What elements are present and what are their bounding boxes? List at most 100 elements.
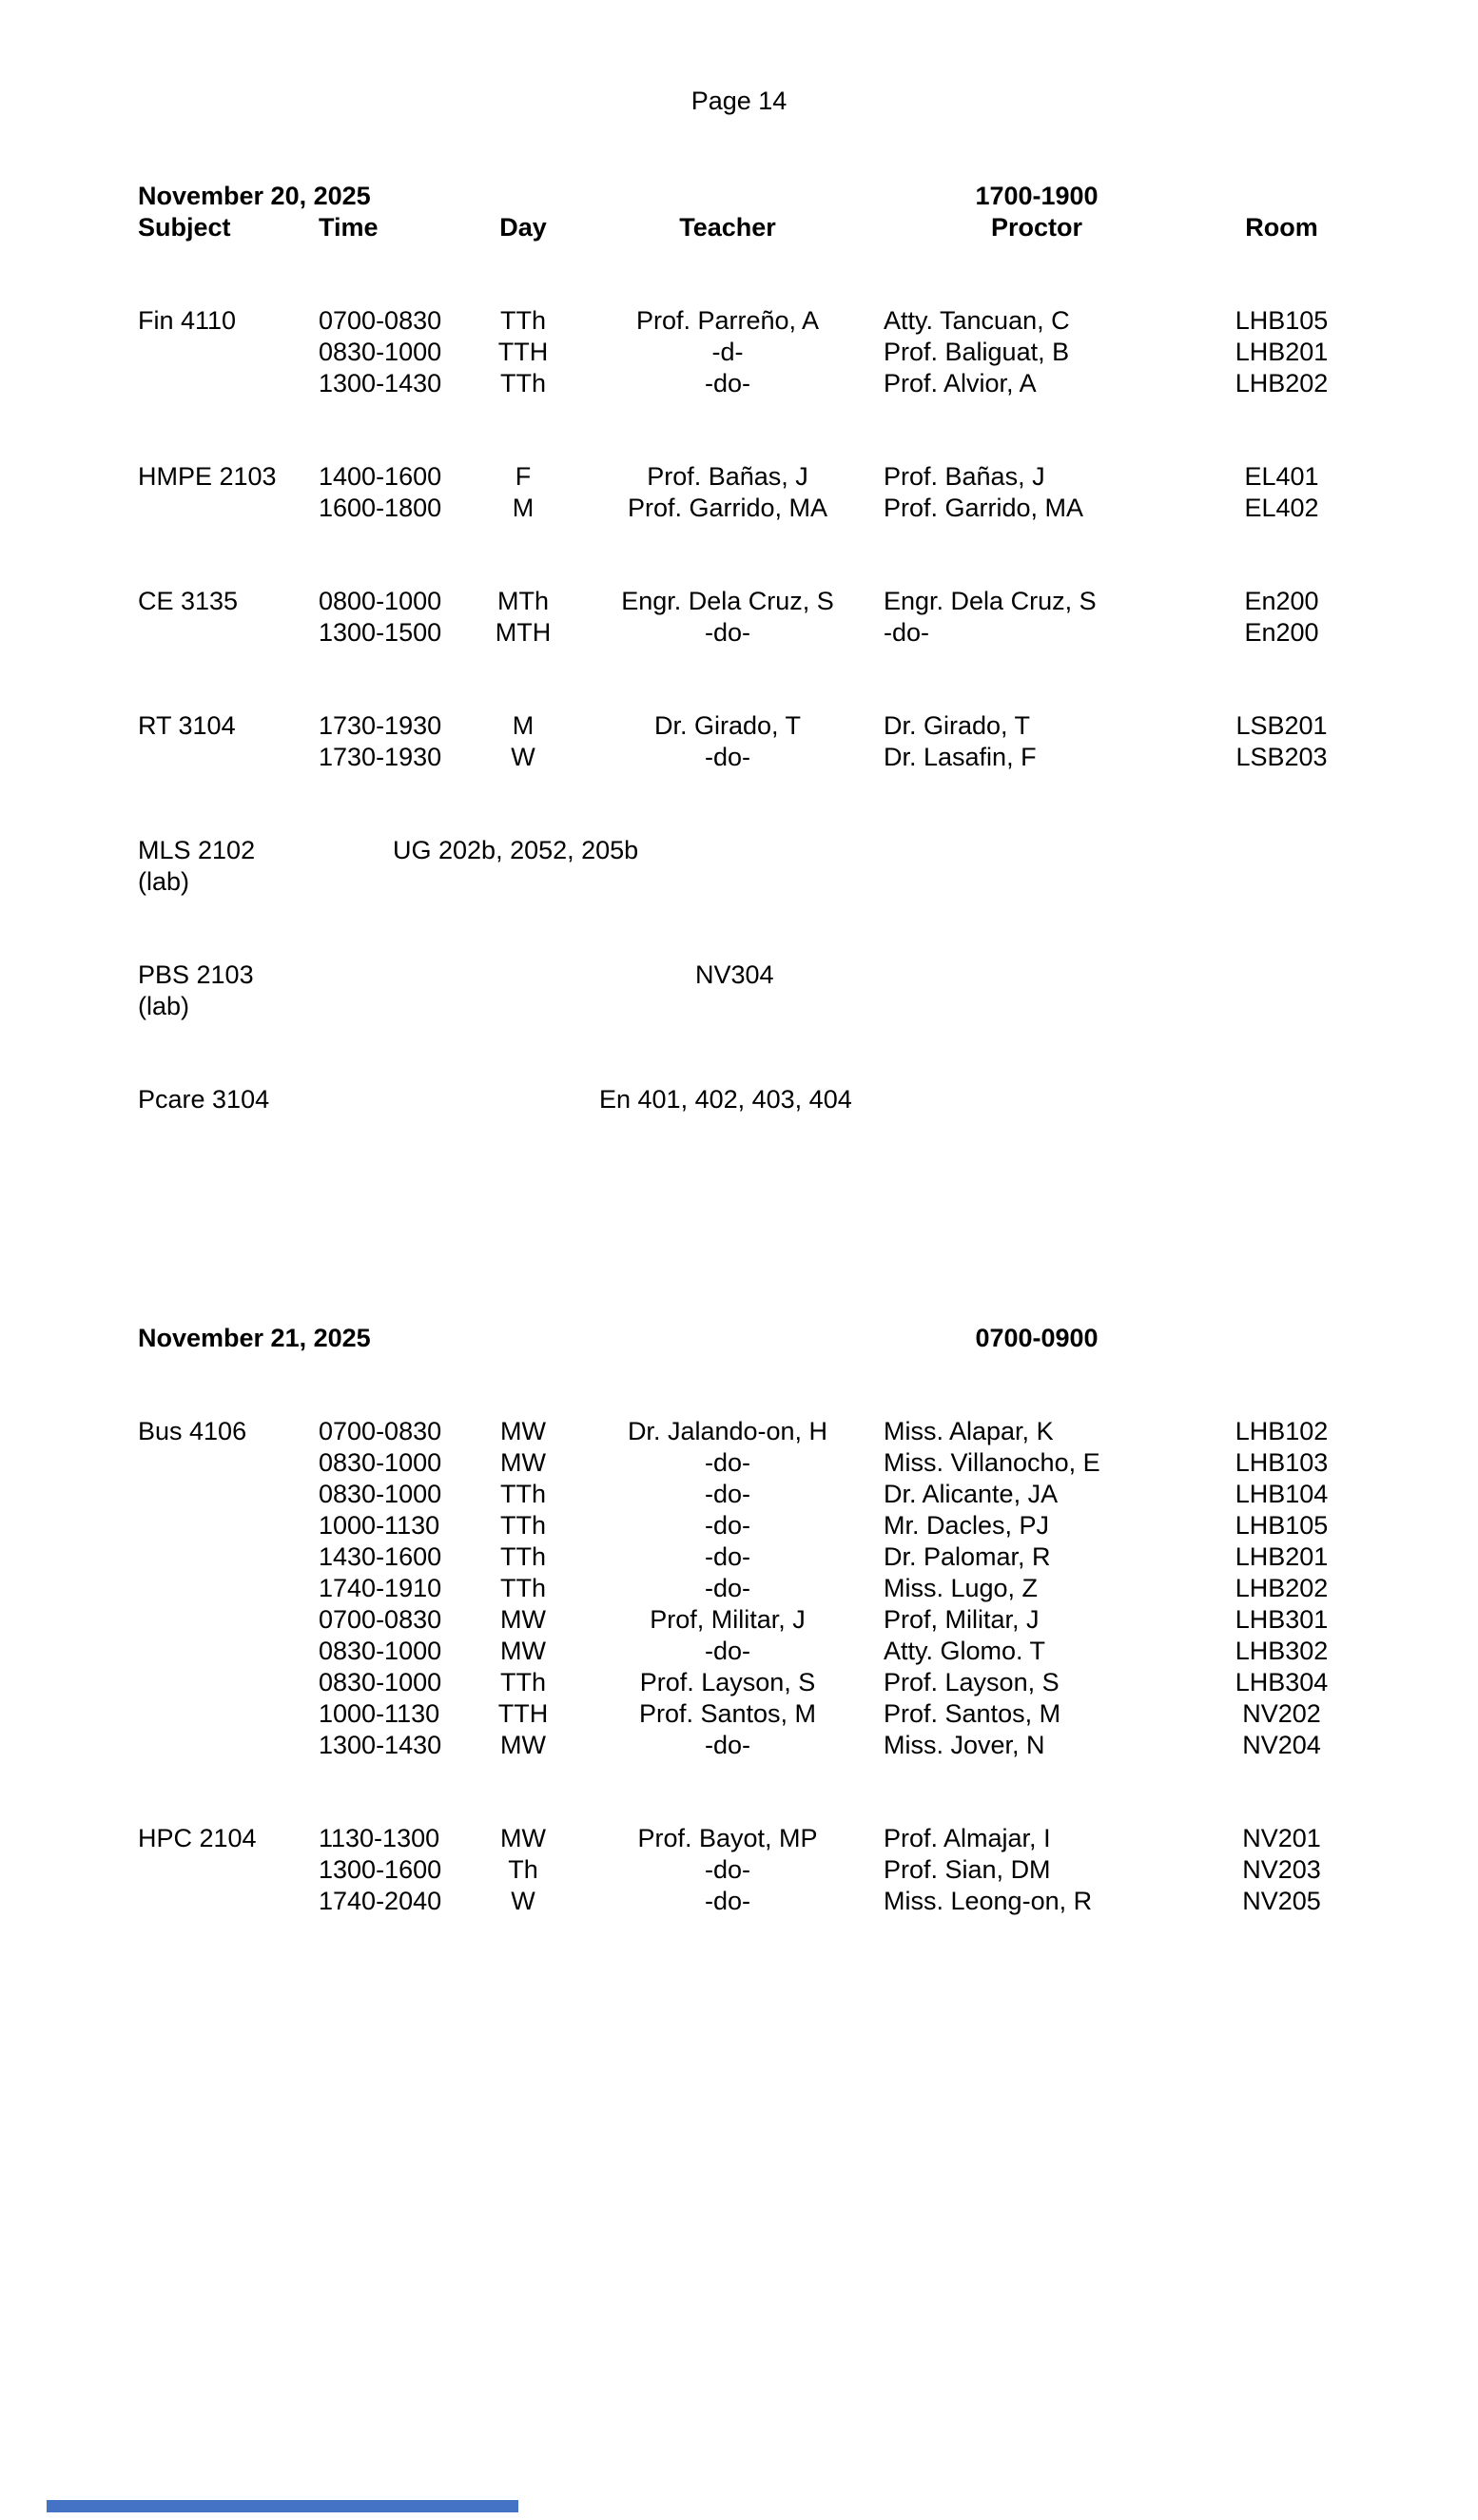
schedule-row: 0700-0830 MW Prof, Militar, J Prof, Militar… <box>0 1604 1478 1636</box>
schedule-row: 0830-1000 MW -do- Atty. Glomo. T LHB302 <box>0 1636 1478 1667</box>
proctor-cell: Prof. Baliguat, B <box>884 338 1070 366</box>
day-cell: MW <box>500 1637 546 1665</box>
schedule-row: CE 3135 0800-1000 MTh Engr. Dela Cruz, S Eng… <box>0 586 1478 617</box>
teacher-cell: -do- <box>704 1448 750 1477</box>
proctor-cell: Prof. Santos, M <box>884 1699 1061 1728</box>
subject-cell: Bus 4106 <box>138 1417 247 1445</box>
subject-cell: HPC 2104 <box>138 1824 257 1852</box>
subject-group: Pcare 3104 En 401, 402, 403, 404 <box>0 1084 1478 1115</box>
proctor-cell: Dr. Girado, T <box>884 711 1031 740</box>
subject-cell <box>138 1573 319 1604</box>
subject-cell: Fin 4110 <box>138 306 237 335</box>
subject-cell <box>138 337 319 368</box>
room-cell: LHB104 <box>1235 1480 1329 1508</box>
day-cell: TTh <box>499 1542 546 1571</box>
day-cell: TTh <box>499 1668 546 1696</box>
room-cell: LHB202 <box>1235 1574 1329 1602</box>
subject-cell <box>138 742 319 773</box>
room-cell: LHB201 <box>1235 338 1329 366</box>
time-cell: 0700-0830 <box>319 306 442 335</box>
section-header-row: November 20, 2025 1700-1900 <box>0 181 1478 212</box>
time-cell: 1430-1600 <box>319 1542 442 1571</box>
day-cell: TTh <box>499 306 546 335</box>
column-header-proctor: Proctor <box>990 213 1083 242</box>
day-cell: MTh <box>497 587 549 615</box>
time-cell: 0700-0830 <box>319 1417 442 1445</box>
time-cell: 1730-1930 <box>319 711 442 740</box>
subject-group: RT 3104 1730-1930 M Dr. Girado, T Dr. Girado… <box>0 710 1478 773</box>
teacher-cell: -do- <box>704 1855 750 1884</box>
time-cell: 1400-1600 <box>319 462 442 491</box>
proctor-cell: Prof. Bañas, J <box>884 462 1045 491</box>
teacher-cell: -do- <box>704 369 750 397</box>
schedule-row: 1430-1600 TTh -do- Dr. Palomar, R LHB201 <box>0 1541 1478 1573</box>
day-cell: TTH <box>497 338 549 366</box>
subject-cell: RT 3104 <box>138 711 236 740</box>
proctor-cell: Atty. Glomo. T <box>884 1637 1046 1665</box>
room-cell: LHB304 <box>1235 1668 1329 1696</box>
subject-cell <box>138 1886 319 1917</box>
proctor-cell: -do- <box>884 618 930 647</box>
teacher-cell: -do- <box>704 1511 750 1540</box>
proctor-cell: Prof. Alvior, A <box>884 369 1037 397</box>
room-cell: LHB202 <box>1235 369 1329 397</box>
subject-cell <box>138 1604 319 1636</box>
day-cell: MW <box>500 1605 546 1634</box>
document-page: Page 14 November 20, 2025 1700-1900 Subjec… <box>0 86 1478 2512</box>
exam-date-label: November 20, 2025 <box>138 182 371 210</box>
schedule-sections: November 20, 2025 1700-1900 Subject Time Day… <box>0 181 1478 1917</box>
day-cell: W <box>511 1887 535 1915</box>
teacher-cell: Prof. Bayot, MP <box>637 1824 818 1852</box>
subject-cell: HMPE 2103 <box>138 462 277 491</box>
teacher-cell: Dr. Girado, T <box>653 711 802 740</box>
proctor-cell: Dr. Alicante, JA <box>884 1480 1059 1508</box>
page-number: Page 14 <box>690 87 788 115</box>
proctor-cell: Miss. Villanocho, E <box>884 1448 1100 1477</box>
teacher-cell: Prof. Bañas, J <box>647 462 808 491</box>
day-cell: TTh <box>499 1574 546 1602</box>
schedule-row: 1000-1130 TTh -do- Mr. Dacles, PJ LHB105 <box>0 1510 1478 1541</box>
day-cell: MW <box>500 1731 546 1759</box>
room-cell: En200 <box>1244 587 1319 615</box>
time-cell: 1000-1130 <box>319 1699 440 1728</box>
proctor-cell: Dr. Palomar, R <box>884 1542 1051 1571</box>
subject-group: MLS 2102 UG 202b, 2052, 205b (lab) <box>0 835 1478 898</box>
schedule-row: RT 3104 1730-1930 M Dr. Girado, T Dr. Girado… <box>0 710 1478 742</box>
room-cell: NV202 <box>1242 1699 1321 1728</box>
proctor-cell: Miss. Leong-on, R <box>884 1887 1093 1915</box>
horizontal-scrollbar-thumb[interactable] <box>47 2500 518 2512</box>
schedule-section: November 21, 2025 0700-0900 Bus 4106 0700-0… <box>0 1323 1478 1917</box>
time-cell: 0830-1000 <box>319 1480 442 1508</box>
subject-note: (lab) <box>138 992 190 1020</box>
schedule-row-special: MLS 2102 UG 202b, 2052, 205b <box>0 835 1478 866</box>
exam-time-label: 0700-0900 <box>975 1324 1099 1352</box>
schedule-row: 1300-1430 MW -do- Miss. Jover, N NV204 <box>0 1730 1478 1761</box>
time-cell: 1730-1930 <box>319 743 442 771</box>
exam-time-label: 1700-1900 <box>975 182 1099 210</box>
day-cell: MTH <box>495 618 552 647</box>
teacher-cell: Engr. Dela Cruz, S <box>621 587 834 615</box>
room-cell: NV203 <box>1242 1855 1321 1884</box>
proctor-cell: Prof. Sian, DM <box>884 1855 1051 1884</box>
room-cell: EL401 <box>1244 462 1319 491</box>
teacher-cell: Prof, Militar, J <box>650 1605 806 1634</box>
schedule-row: Bus 4106 0700-0830 MW Dr. Jalando-on, H Miss… <box>0 1416 1478 1447</box>
subject-group: HMPE 2103 1400-1600 F Prof. Bañas, J Prof. B… <box>0 461 1478 524</box>
schedule-row: 1600-1800 M Prof. Garrido, MA Prof. Garrido… <box>0 493 1478 524</box>
room-cell: EL402 <box>1244 494 1319 522</box>
teacher-cell: -do- <box>704 1731 750 1759</box>
schedule-row: 0830-1000 MW -do- Miss. Villanocho, E LHB103 <box>0 1447 1478 1479</box>
time-cell: 0700-0830 <box>319 1605 442 1634</box>
subject-cell: CE 3135 <box>138 587 239 615</box>
teacher-cell: -d- <box>711 338 744 366</box>
section-header-row: November 21, 2025 0700-0900 <box>0 1323 1478 1354</box>
subject-group: HPC 2104 1130-1300 MW Prof. Bayot, MP Prof. … <box>0 1823 1478 1917</box>
subject-cell <box>138 1636 319 1667</box>
schedule-row: HPC 2104 1130-1300 MW Prof. Bayot, MP Prof. … <box>0 1823 1478 1854</box>
room-cell: LHB201 <box>1235 1542 1329 1571</box>
proctor-cell: Prof. Garrido, MA <box>884 494 1084 522</box>
room-assignment-text: En 401, 402, 403, 404 <box>599 1085 852 1114</box>
time-cell: 1600-1800 <box>319 494 442 522</box>
teacher-cell: Prof. Garrido, MA <box>627 494 828 522</box>
day-cell: F <box>515 462 532 491</box>
